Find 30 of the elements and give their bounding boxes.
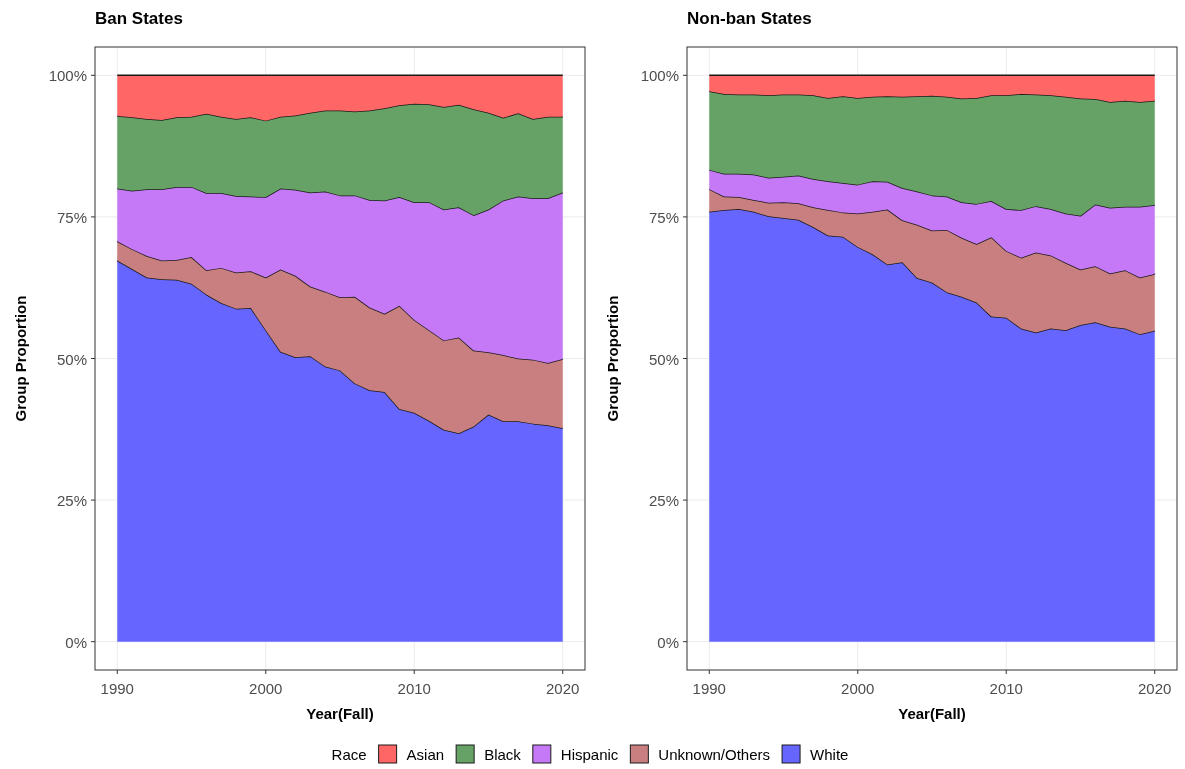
x-axis-title: Year(Fall): [898, 704, 966, 722]
y-tick-label: 25%: [648, 491, 679, 509]
x-axis-title: Year(Fall): [306, 704, 374, 722]
y-axis-title: Group Proportion: [11, 295, 29, 422]
y-tick-label: 75%: [648, 208, 679, 226]
legend-label: Hispanic: [560, 745, 619, 763]
y-axis-title: Group Proportion: [603, 295, 621, 422]
x-tick-label: 2020: [546, 679, 580, 697]
x-tick-label: 2000: [841, 679, 875, 697]
legend-label: White: [810, 745, 849, 763]
chart-title: Ban States: [95, 9, 183, 28]
y-tick-label: 50%: [648, 350, 679, 367]
x-tick-label: 2010: [397, 679, 431, 697]
legend-label: Unknown/Others: [658, 745, 771, 763]
legend-label: Asian: [406, 745, 445, 763]
legend-label: Black: [484, 745, 522, 763]
y-tick-label: 100%: [48, 66, 87, 84]
y-tick-label: 75%: [56, 208, 87, 226]
y-tick-label: 50%: [56, 350, 87, 367]
y-tick-label: 0%: [657, 633, 679, 651]
y-tick-label: 100%: [640, 66, 679, 84]
x-tick-label: 2000: [249, 679, 283, 697]
x-tick-label: 2010: [989, 679, 1023, 697]
x-tick-label: 1990: [100, 679, 134, 697]
x-tick-label: 1990: [692, 679, 726, 697]
x-tick-label: 2020: [1138, 679, 1172, 697]
y-tick-label: 25%: [56, 491, 87, 509]
y-tick-label: 0%: [65, 633, 87, 651]
legend-title: Race: [331, 745, 367, 763]
chart-title: Non-ban States: [687, 9, 812, 28]
